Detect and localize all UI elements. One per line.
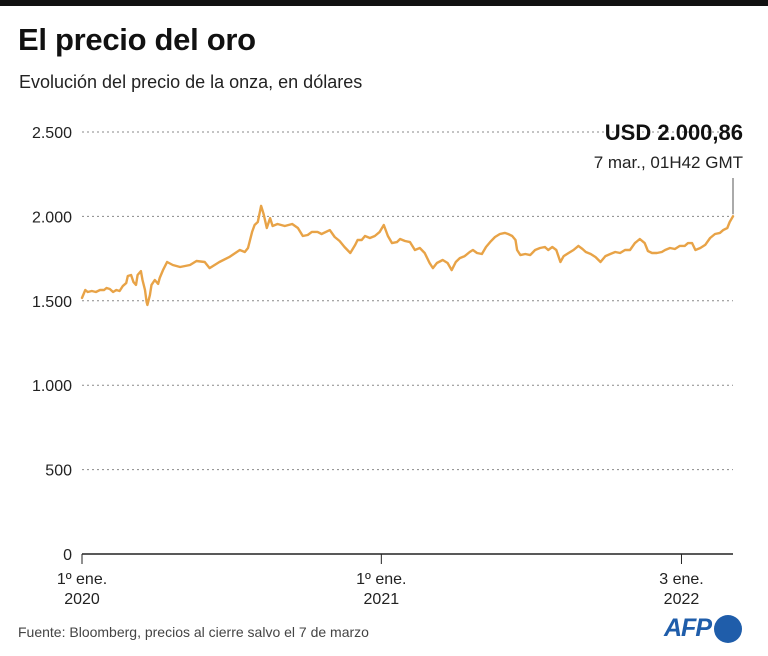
y-axis-ticks: 0 500 1.000 1.500 2.000 2.500 [32, 125, 72, 564]
y-tick-label: 2.000 [32, 209, 72, 226]
gridlines [82, 131, 733, 471]
afp-logo-dot-icon [714, 614, 742, 643]
y-tick-label: 500 [45, 463, 72, 480]
x-tick-label-year: 2020 [64, 591, 100, 608]
y-tick-label: 2.500 [32, 125, 72, 142]
x-tick-label: 1º ene. [356, 571, 406, 588]
annotation: USD 2.000,86 7 mar., 01H42 GMT [594, 120, 743, 215]
y-tick-label: 1.000 [32, 378, 72, 395]
x-tick-label-year: 2021 [364, 591, 400, 608]
afp-logo-text: AFP [664, 614, 712, 642]
x-tick-label: 1º ene. [57, 571, 107, 588]
top-rule [0, 0, 768, 6]
y-tick-label: 0 [63, 547, 72, 564]
annotation-value: USD 2.000,86 [605, 120, 743, 145]
x-tick-label-year: 2022 [664, 591, 700, 608]
chart-subtitle: Evolución del precio de la onza, en dóla… [19, 72, 363, 92]
x-tick-label: 3 ene. [659, 571, 703, 588]
x-axis: 1º ene. 2020 1º ene. 2021 3 ene. 2022 [57, 553, 733, 608]
source-note: Fuente: Bloomberg, precios al cierre sal… [18, 624, 369, 640]
afp-logo: AFP [664, 614, 742, 643]
y-tick-label: 1.500 [32, 294, 72, 311]
gold-price-line [80, 204, 735, 307]
annotation-date: 7 mar., 01H42 GMT [594, 153, 743, 172]
chart-title: El precio del oro [18, 22, 256, 57]
series-layer [80, 204, 735, 307]
